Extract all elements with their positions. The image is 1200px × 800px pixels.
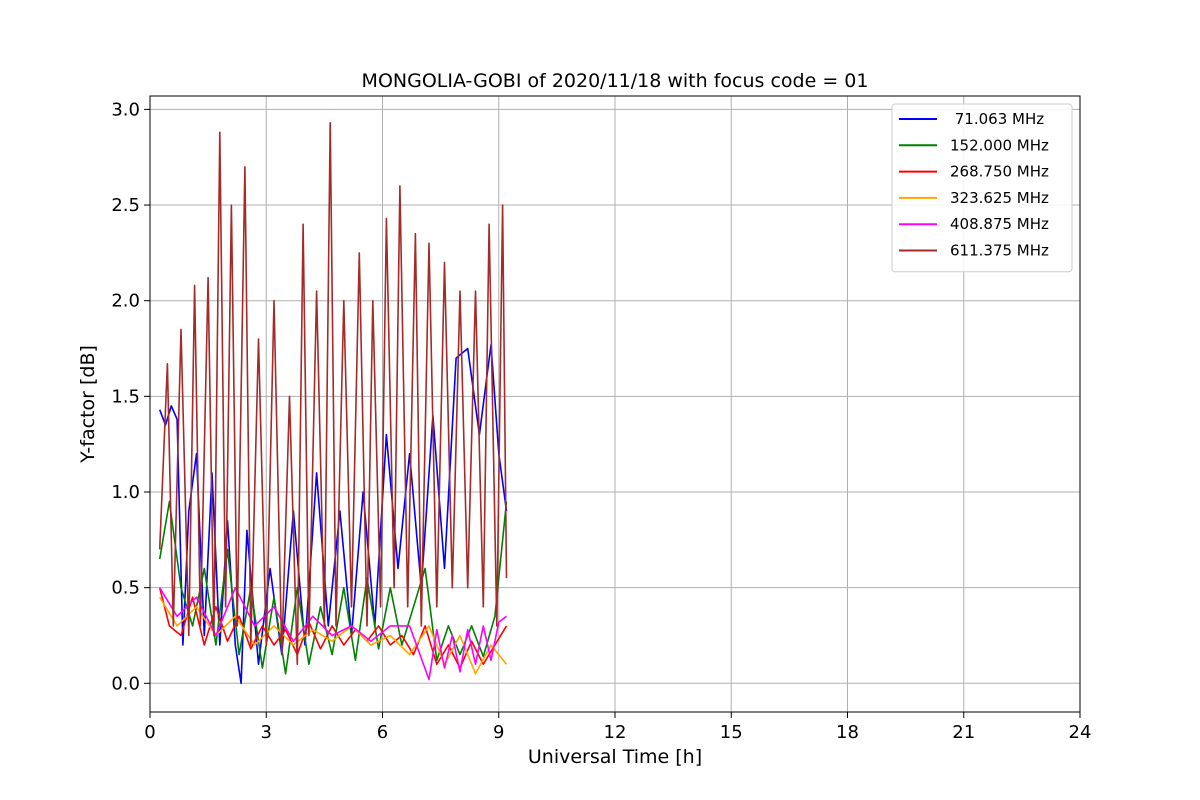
chart-title: MONGOLIA-GOBI of 2020/11/18 with focus c… bbox=[362, 70, 869, 92]
y-tick-label: 1.0 bbox=[111, 482, 140, 503]
series-line-4 bbox=[159, 586, 507, 681]
x-tick-label: 9 bbox=[493, 722, 504, 743]
legend-label: 611.375 MHz bbox=[950, 242, 1049, 260]
series-line-3 bbox=[159, 596, 508, 675]
legend-label: 152.000 MHz bbox=[950, 136, 1049, 154]
x-tick-label: 18 bbox=[836, 722, 859, 743]
y-tick-label: 2.0 bbox=[111, 291, 140, 312]
x-tick-label: 24 bbox=[1069, 722, 1092, 743]
y-tick-label: 2.5 bbox=[111, 195, 140, 216]
x-tick-label: 6 bbox=[377, 722, 388, 743]
series-line-5 bbox=[158, 122, 508, 666]
y-tick-label: 3.0 bbox=[111, 99, 140, 120]
x-tick-label: 3 bbox=[261, 722, 272, 743]
y-tick-label: 0.5 bbox=[111, 578, 140, 599]
ticks: 0 3 6 9 12 15 18 21 24 0.0 0.5 1.0 1.5 2.0 2.5 3.0 bbox=[111, 99, 1091, 743]
series-line-2 bbox=[158, 587, 508, 669]
series-line-1 bbox=[158, 500, 508, 675]
x-tick-label: 15 bbox=[720, 722, 743, 743]
y-tick-label: 0.0 bbox=[111, 673, 140, 694]
x-axis-title: Universal Time [h] bbox=[528, 746, 702, 768]
legend: 71.063 MHz 152.000 MHz 268.750 MHz 323.625 … bbox=[891, 103, 1073, 273]
x-tick-label: 0 bbox=[144, 722, 155, 743]
y-tick-label: 1.5 bbox=[111, 386, 140, 407]
legend-label: 323.625 MHz bbox=[950, 189, 1049, 207]
series-layer bbox=[158, 122, 508, 685]
legend-label: 71.063 MHz bbox=[950, 110, 1044, 128]
legend-label: 268.750 MHz bbox=[950, 163, 1049, 181]
x-tick-label: 21 bbox=[952, 722, 975, 743]
x-tick-label: 12 bbox=[604, 722, 627, 743]
series-line-0 bbox=[158, 343, 508, 685]
y-axis-title: Y-factor [dB] bbox=[77, 345, 99, 464]
legend-label: 408.875 MHz bbox=[950, 215, 1049, 233]
